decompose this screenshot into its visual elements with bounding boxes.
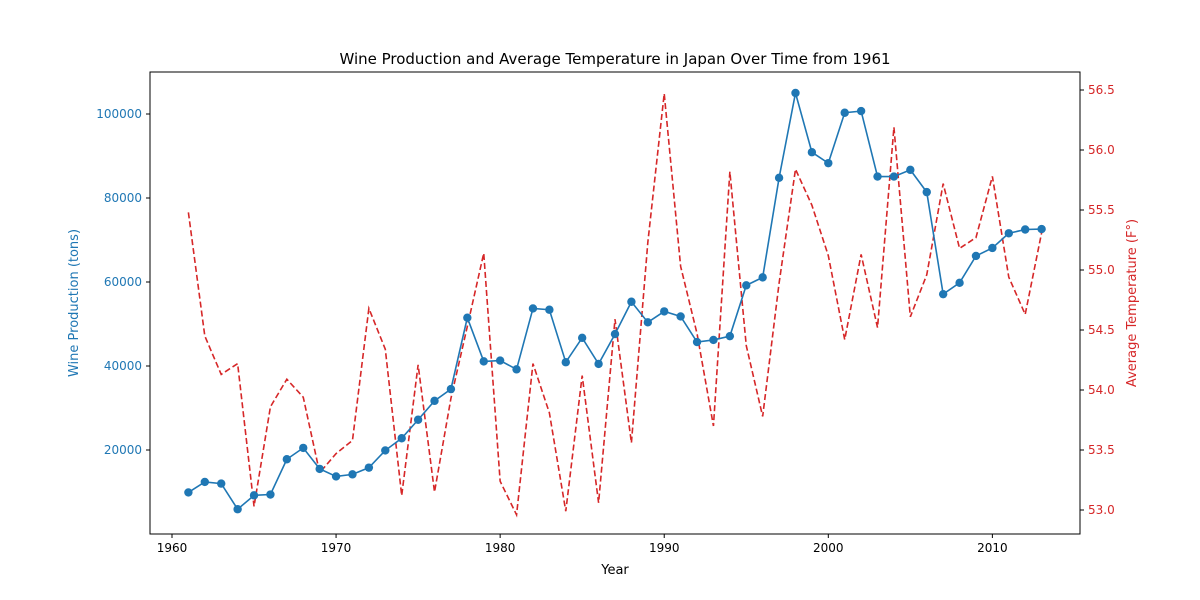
production-point [807,148,817,157]
y-left-tick-label: 80000 [104,191,142,205]
x-tick-label: 2010 [977,541,1008,555]
production-point [397,434,406,443]
y-right-tick-label: 56.5 [1088,83,1115,97]
production-point [840,108,849,117]
production-point [217,479,226,488]
y-right-tick-label: 55.5 [1088,203,1115,217]
production-point [676,312,685,321]
production-point [709,335,718,345]
production-point [561,358,570,367]
production-point [200,477,209,487]
production-point [824,158,833,168]
production-point [938,289,948,299]
plot-frame [149,71,1081,535]
production-point [791,88,800,98]
production-point [774,173,784,183]
y-left-tick-label: 100000 [96,107,142,121]
temperature-line [187,93,1043,518]
production-point [1004,229,1013,238]
production-point [299,443,308,453]
production-point [249,491,259,500]
y-left-tick-label: 60000 [104,275,142,289]
y-right-tick-label: 54.0 [1088,383,1115,397]
production-point [971,251,981,261]
production-point [413,415,423,424]
production-point [545,305,554,314]
production-point [577,333,587,343]
y-left-tick-label: 40000 [104,359,142,373]
y-right-tick-label: 53.0 [1088,503,1115,517]
production-point [742,281,751,290]
production-point [692,337,702,347]
x-axis-label: Year [600,563,629,578]
production-point [233,505,242,514]
production-point [184,488,193,497]
production-point [922,187,931,197]
production-point [331,472,341,481]
production-point [594,359,603,369]
production-point [430,396,439,406]
y-right-axis: 53.0 53.5 54.0 54.5 55.0 55.5 56.0 56.5 [1080,83,1115,517]
x-tick-label: 1960 [157,541,188,555]
series-layer [184,88,1046,518]
x-tick-label: 1970 [321,541,352,555]
production-point [758,273,767,282]
production-point [955,278,964,288]
production-point [643,318,653,327]
y-left-axis: 20000 40000 60000 80000 100000 [96,107,150,457]
y-right-tick-label: 56.0 [1088,143,1115,157]
production-point [446,384,456,394]
production-point [856,106,866,116]
x-axis: 1960 1970 1980 1990 2000 2010 [157,534,1008,555]
x-tick-label: 1980 [485,541,516,555]
production-point [381,446,390,455]
production-point [528,304,538,313]
y-left-tick-label: 20000 [104,443,142,457]
production-point [463,313,472,322]
production-point [988,243,997,253]
production-point [725,331,735,341]
production-point [315,464,324,474]
x-tick-label: 2000 [813,541,844,555]
y-right-axis-label: Average Temperature (F°) [1125,219,1140,387]
production-point [364,463,374,472]
production-point [610,329,620,339]
y-right-tick-label: 54.5 [1088,323,1115,337]
production-point [512,365,521,374]
production-line [187,92,1042,511]
production-point [889,172,899,181]
production-point [1020,225,1030,234]
y-right-tick-label: 55.0 [1088,263,1115,277]
production-point [627,297,636,306]
y-right-tick-label: 53.5 [1088,443,1115,457]
production-point [266,490,275,499]
production-point [348,470,357,479]
y-left-axis-label: Wine Production (tons) [67,229,82,377]
chart-title: Wine Production and Average Temperature … [339,50,890,68]
production-point [1037,224,1046,234]
production-point [660,307,669,316]
production-point [495,356,505,365]
production-point [906,165,915,175]
x-tick-label: 1990 [649,541,680,555]
production-point [282,455,292,464]
production-point [479,357,488,366]
production-point [873,172,882,181]
